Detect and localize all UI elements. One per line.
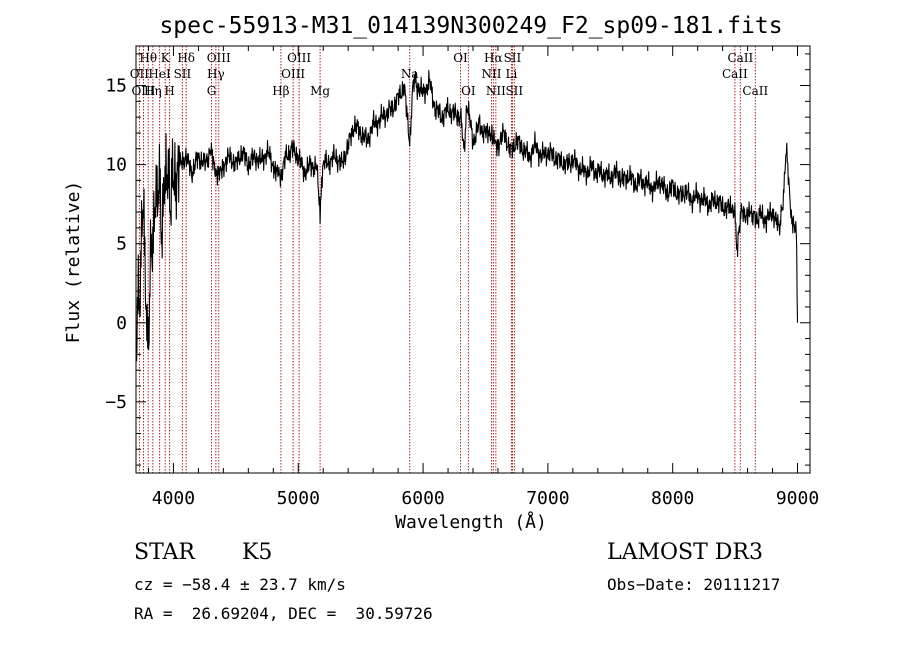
spectral-line-label: OIII — [207, 51, 231, 65]
spectral-line-label: Hη — [144, 84, 162, 98]
spectral-line-label: OII — [130, 67, 150, 81]
spectral-line-label: CaII — [722, 67, 748, 81]
spectral-line-label: Mg — [310, 84, 330, 98]
survey-label: LAMOST DR3 — [607, 540, 763, 565]
y-axis-label: Flux (relative) — [63, 181, 84, 344]
y-tick-label: −5 — [105, 392, 127, 413]
spectral-line-label: OIII — [281, 67, 305, 81]
spectrum-line — [135, 69, 799, 362]
observation-date: Obs−Date: 20111217 — [607, 575, 781, 594]
axes: 4000 5000 6000 7000 8000 9000 −5 0 5 10 15 — [105, 46, 819, 509]
redshift-velocity: cz = −58.4 ± 23.7 km/s — [134, 575, 346, 594]
spectral-line-label: Hδ — [177, 51, 195, 65]
plot-frame — [135, 45, 811, 474]
spectral-line-label: CaII — [727, 51, 753, 65]
spectral-line-label: Hα — [484, 51, 503, 65]
spectral-line-label: Hβ — [272, 84, 289, 98]
spectral-line-markers — [138, 46, 756, 473]
x-tick-label: 8000 — [651, 488, 694, 509]
spectral-line-label: Hγ — [207, 67, 225, 81]
spectral-line-label: OI — [461, 84, 476, 98]
y-tick-label: 10 — [105, 155, 127, 176]
spectral-line-label: OIII — [287, 51, 311, 65]
spectral-line-label: CaII — [742, 84, 768, 98]
spectral-line-label: NII — [481, 67, 501, 81]
spectral-line-label: OI — [453, 51, 468, 65]
x-tick-label: 7000 — [526, 488, 569, 509]
spectral-line-label: SII — [504, 51, 522, 65]
sky-coordinates: RA = 26.69204, DEC = 30.59726 — [134, 604, 433, 623]
chart-title: spec-55913-M31_014139N300249_F2_sp09-181… — [159, 13, 782, 39]
x-axis-label: Wavelength (Å) — [395, 511, 547, 533]
x-tick-label: 5000 — [277, 488, 320, 509]
spectral-line-label: NII — [486, 84, 506, 98]
x-tick-label: 9000 — [776, 488, 819, 509]
spectral-line-label: SII — [174, 67, 192, 81]
spectral-line-label: Hθ — [139, 51, 157, 65]
spectral-line-label: K — [161, 51, 171, 65]
spectral-line-label: G — [207, 84, 217, 98]
x-tick-label: 6000 — [401, 488, 444, 509]
y-tick-label: 0 — [116, 313, 127, 334]
spectral-line-label: Li — [506, 67, 518, 81]
spectral-line-label: SII — [505, 84, 523, 98]
object-subclass: K5 — [242, 540, 273, 565]
x-tick-label: 4000 — [152, 488, 195, 509]
spectral-line-label: HeI — [148, 67, 171, 81]
object-class: STAR — [134, 540, 195, 565]
y-tick-label: 5 — [116, 234, 127, 255]
y-tick-label: 15 — [105, 76, 127, 97]
spectral-line-label: H — [164, 84, 174, 98]
spectral-line-label: OIII — [131, 84, 155, 98]
